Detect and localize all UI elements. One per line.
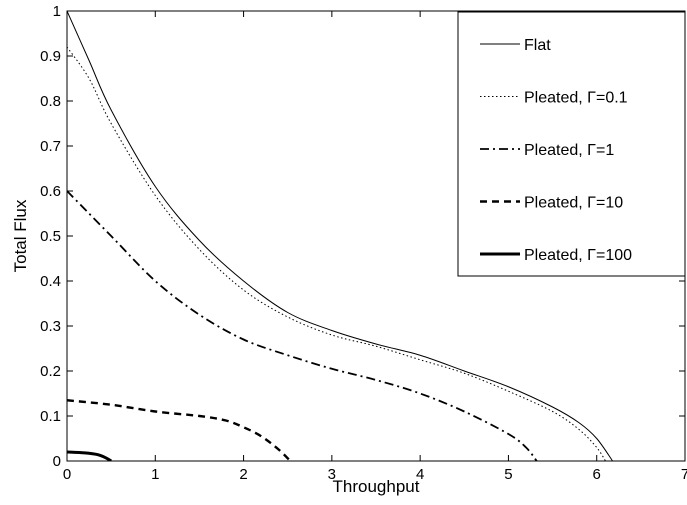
y-tick-label: 0.4 (40, 273, 61, 290)
y-tick-label: 0.5 (40, 228, 61, 245)
y-axis-ticks: 0 0.1 0.2 0.3 0.4 0.5 0.6 0.7 0.8 0.9 1 (40, 3, 685, 470)
x-tick-label: 1 (151, 466, 159, 483)
legend-label-3: Pleated, Γ=1 (524, 142, 614, 159)
legend-label-1: Flat (524, 37, 551, 54)
y-tick-label: 0.9 (40, 48, 61, 65)
y-tick-label: 0.8 (40, 93, 61, 110)
x-tick-label: 5 (504, 466, 512, 483)
x-axis-ticks: 0 1 2 3 4 5 6 7 (63, 11, 687, 483)
legend-label-2: Pleated, Γ=0.1 (524, 90, 628, 107)
y-tick-label: 0.6 (40, 183, 61, 200)
series-line-4 (67, 399, 292, 461)
x-tick-label: 6 (593, 466, 601, 483)
y-tick-label: 1 (53, 3, 61, 20)
y-axis-label: Total Flux (11, 199, 30, 272)
x-axis-label: Throughput (333, 477, 420, 496)
legend-label-4: Pleated, Γ=10 (524, 195, 623, 212)
y-tick-label: 0.7 (40, 138, 61, 155)
legend-box (457, 11, 686, 277)
series-layer (67, 11, 614, 461)
x-tick-label: 2 (239, 466, 247, 483)
series-line-3 (67, 190, 538, 461)
legend: Flat Pleated, Γ=0.1 Pleated, Γ=1 Pleated, Γ… (457, 11, 686, 277)
legend-label-5: Pleated, Γ=100 (524, 247, 632, 264)
x-tick-label: 4 (416, 466, 424, 483)
y-tick-label: 0.2 (40, 363, 61, 380)
y-tick-label: 0.3 (40, 318, 61, 335)
x-tick-label: 3 (328, 466, 336, 483)
series-line-2 (67, 46, 606, 461)
series-line-5 (67, 450, 112, 461)
y-tick-label: 0.1 (40, 408, 61, 425)
x-tick-label: 0 (63, 466, 71, 483)
x-tick-label: 7 (681, 466, 687, 483)
series-line-1 (67, 11, 614, 461)
y-tick-label: 0 (53, 453, 61, 470)
